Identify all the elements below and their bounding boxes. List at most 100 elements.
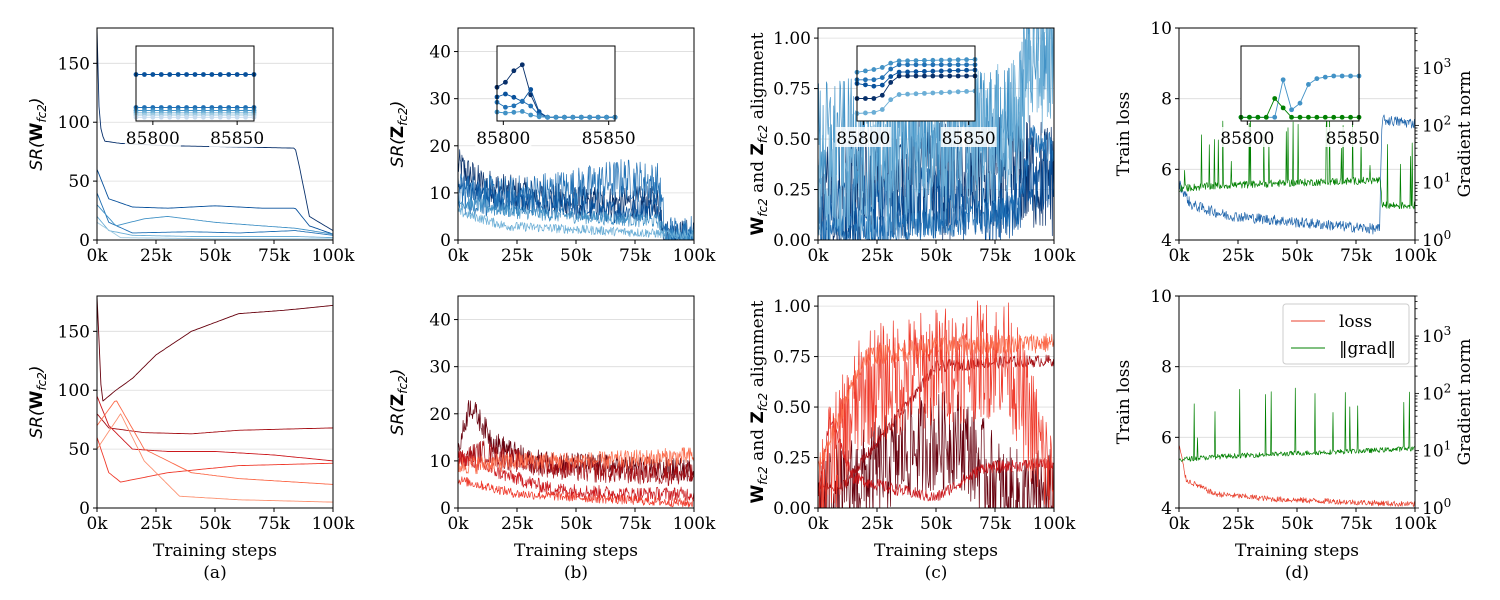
inset-marker xyxy=(209,72,215,77)
inset-marker xyxy=(553,114,559,120)
inset-marker xyxy=(142,72,147,77)
x-tick-label: 0k xyxy=(86,514,108,534)
inset-marker xyxy=(888,74,894,79)
x-tick-label: 50k xyxy=(560,514,593,534)
x-tick-label: 50k xyxy=(560,246,593,266)
x-tick-label: 100k xyxy=(673,246,716,266)
x-axis-label: Training steps xyxy=(153,541,277,561)
y-tick-label: 150 xyxy=(58,54,90,74)
chart-c-bottom: 0k 25k 50k 75k 100k 0.00 0.25 0.50 0.75 1.00Wfc2 … xyxy=(748,295,1076,583)
inset-marker xyxy=(192,114,198,120)
y-tick-label: 0 xyxy=(79,231,90,251)
y-tick-label: 50 xyxy=(68,440,90,460)
inset-marker xyxy=(209,114,215,120)
inset-marker xyxy=(536,114,542,120)
inset-marker xyxy=(938,90,944,95)
inset-marker xyxy=(871,77,877,83)
inset-marker xyxy=(964,88,969,94)
inset-marker xyxy=(1331,73,1337,79)
y2-tick-label: 102 xyxy=(1422,113,1451,136)
inset-marker xyxy=(871,110,877,115)
x-tick-label: 75k xyxy=(619,246,652,266)
inset-marker xyxy=(1255,114,1261,120)
series-line-run-4 xyxy=(97,437,333,483)
y-tick-label: 1.00 xyxy=(773,297,811,317)
inset-marker xyxy=(863,68,868,74)
inset-marker xyxy=(922,90,927,96)
inset-marker xyxy=(955,62,961,68)
x-tick-label: 25k xyxy=(501,514,534,534)
inset-marker xyxy=(955,68,961,73)
inset-tick-backdrop xyxy=(475,127,532,147)
inset-marker xyxy=(879,92,885,98)
y-axis-label: SR(Wfc2) xyxy=(27,365,49,438)
x-tick-label: 0k xyxy=(86,246,108,266)
y-axis-label: Train loss xyxy=(1114,92,1134,177)
y-tick-label: 0 xyxy=(79,499,90,519)
x-tick-label: 100k xyxy=(312,514,355,534)
x-axis-label: Training steps xyxy=(1235,541,1359,561)
y2-axis-label: Gradient norm xyxy=(1455,339,1475,466)
inset-x-tick-label: 85850 xyxy=(942,129,996,149)
inset-marker xyxy=(234,72,240,77)
x-tick-label: 50k xyxy=(920,246,953,266)
series-line-run-5 xyxy=(818,333,1054,473)
x-tick-label: 0k xyxy=(807,246,829,266)
legend-box xyxy=(1282,303,1410,365)
inset-tick-backdrop xyxy=(1324,127,1381,147)
inset-marker xyxy=(511,68,517,74)
inset-marker xyxy=(905,62,910,68)
series-line-run-5 xyxy=(458,447,694,475)
series-line-run-6 xyxy=(97,413,333,503)
y-tick-label: 0.75 xyxy=(773,348,811,368)
y2-tick-label: 103 xyxy=(1422,56,1451,79)
legend: loss ‖grad‖ xyxy=(1282,303,1410,365)
y-tick-label: 100 xyxy=(58,381,90,401)
x-tick-label: 25k xyxy=(501,246,534,266)
inset-marker xyxy=(1297,114,1303,120)
inset-marker xyxy=(1289,107,1294,113)
inset-marker xyxy=(150,114,156,120)
inset-marker xyxy=(226,114,232,120)
y-tick-label: 8 xyxy=(1161,90,1172,110)
inset-marker xyxy=(217,114,223,120)
inset-marker xyxy=(1322,114,1328,120)
inset-marker xyxy=(1306,114,1311,120)
x-tick-label: 25k xyxy=(861,246,894,266)
x-tick-label: 0k xyxy=(1168,246,1190,266)
x-tick-label: 25k xyxy=(140,246,173,266)
y2-tick-label: 102 xyxy=(1422,381,1451,404)
inset-marker xyxy=(955,57,961,63)
legend-label: ‖grad‖ xyxy=(1339,339,1396,359)
series-group xyxy=(818,300,1054,508)
inset-marker xyxy=(519,62,525,68)
x-tick-label: 100k xyxy=(673,514,716,534)
inset-marker xyxy=(175,72,181,77)
series-line-run-2 xyxy=(97,169,333,235)
inset-marker xyxy=(888,80,894,85)
y-tick-label: 30 xyxy=(429,90,451,110)
y-tick-label: 0.75 xyxy=(773,80,811,100)
series-line-run-1 xyxy=(97,296,333,402)
inset-marker xyxy=(1331,114,1337,120)
inset-marker xyxy=(964,62,969,68)
inset-tick-backdrop xyxy=(835,127,892,147)
inset-marker xyxy=(913,91,919,97)
inset-marker xyxy=(1247,114,1252,120)
series-line-run-3 xyxy=(458,159,694,240)
y-tick-label: 0.00 xyxy=(773,499,811,519)
x-tick-label: 100k xyxy=(1033,246,1076,266)
x-tick-label: 50k xyxy=(1281,246,1314,266)
series-line-loss xyxy=(1179,444,1415,507)
subplot-caption: (a) xyxy=(203,563,226,583)
inset-marker xyxy=(888,60,894,66)
chart-c-top: 0k 25k 50k 75k 100k 0.00 0.25 0.50 0.75 1.00Wfc2 … xyxy=(748,27,1076,266)
inset-a-top: 85800 85850 xyxy=(124,45,266,149)
axes-frame xyxy=(96,295,334,509)
x-tick-label: 75k xyxy=(1340,514,1373,534)
inset-frame xyxy=(856,45,976,122)
y-tick-label: 0 xyxy=(440,231,451,251)
y-tick-label: 40 xyxy=(429,43,451,63)
y-tick-label: 0.50 xyxy=(773,130,811,150)
series-group xyxy=(1179,114,1415,235)
